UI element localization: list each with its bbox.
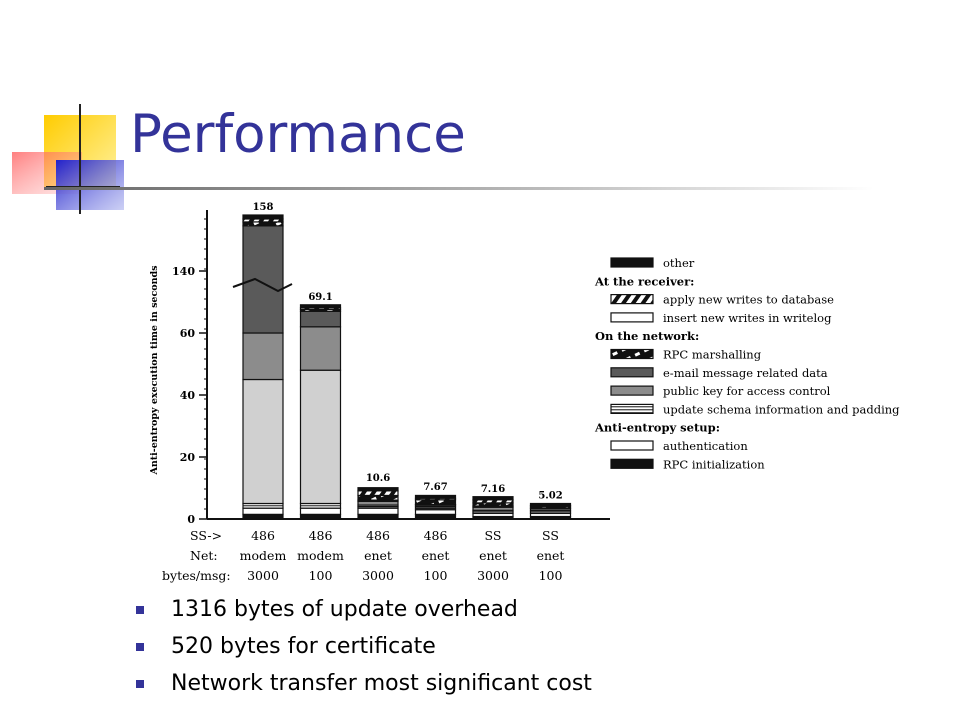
row-label-bytes: bytes/msg: — [162, 568, 231, 583]
bar-total-label: 7.16 — [481, 484, 505, 495]
bullet-list: 1316 bytes of update overhead 520 bytes … — [132, 595, 592, 706]
axis-break-mark — [232, 277, 293, 293]
legend-label: RPC initialization — [663, 457, 765, 471]
legend-label: insert new writes in writelog — [663, 311, 832, 325]
bar-segment — [299, 326, 342, 371]
bar-segment — [242, 378, 284, 505]
legend-label: update schema information and padding — [663, 402, 900, 416]
bar-segment — [299, 513, 342, 520]
category-label-net: modem — [240, 548, 287, 563]
category-label-net: enet — [364, 548, 392, 563]
bullet-text: Network transfer most significant cost — [171, 671, 592, 696]
bar-segment — [357, 494, 399, 501]
row-label-ss: SS-> — [190, 528, 222, 543]
bar-segment — [357, 507, 399, 515]
bar-total-label: 5.02 — [538, 490, 562, 501]
category-label-ss: SS — [542, 528, 559, 543]
y-tick-label: 140 — [172, 265, 195, 278]
legend-label: other — [663, 256, 695, 270]
deco-blue-square — [56, 160, 124, 210]
bar-segment — [242, 214, 284, 220]
bullet-item: Network transfer most significant cost — [132, 669, 592, 706]
bar-segment — [414, 509, 457, 515]
legend-swatch — [610, 348, 654, 360]
legend-swatch — [610, 293, 654, 305]
bar-segment — [357, 490, 399, 497]
bar-segment — [357, 513, 399, 520]
legend-header: Anti-entropy setup: — [594, 421, 720, 435]
bar-segment — [242, 507, 284, 515]
row-label-net: Net: — [190, 548, 218, 563]
legend-header: At the receiver: — [594, 274, 694, 288]
bar-segment — [414, 513, 457, 520]
bullet-square-icon — [136, 643, 144, 651]
category-label-ss: 486 — [251, 528, 275, 543]
legend-swatch — [610, 403, 654, 414]
bar-segment — [299, 502, 342, 509]
bar-total-label: 7.67 — [423, 482, 447, 493]
bar-total-label: 69.1 — [308, 292, 332, 303]
bar-segment — [414, 494, 457, 499]
category-label-ss: 486 — [424, 528, 448, 543]
title-rule — [44, 187, 874, 190]
bar-segment — [242, 502, 284, 509]
legend-swatch — [610, 458, 654, 469]
category-label-ss: SS — [485, 528, 502, 543]
bullet-item: 1316 bytes of update overhead — [132, 595, 592, 632]
category-label-net: enet — [422, 548, 450, 563]
bar-segment — [529, 502, 572, 506]
legend-label: e-mail message related data — [663, 366, 828, 380]
category-label-net: modem — [297, 548, 344, 563]
bar-segment — [299, 304, 342, 309]
slide-title: Performance — [130, 104, 466, 165]
legend-header: On the network: — [595, 329, 699, 343]
legend-swatch — [610, 440, 654, 451]
bullet-text: 1316 bytes of update overhead — [171, 597, 518, 622]
category-label-bytes: 100 — [309, 568, 333, 583]
bar-segment — [357, 487, 399, 492]
bar-segment — [242, 225, 284, 334]
bar-segment — [299, 310, 342, 328]
bullet-square-icon — [136, 680, 144, 688]
bullet-square-icon — [136, 606, 144, 614]
y-tick-label: 60 — [180, 327, 196, 340]
legend-label: RPC marshalling — [663, 348, 762, 362]
category-label-bytes: 100 — [424, 568, 448, 583]
category-label-bytes: 3000 — [247, 568, 279, 583]
category-label-ss: 486 — [309, 528, 333, 543]
bar-segment — [299, 369, 342, 505]
bar-total-label: 10.6 — [366, 473, 390, 484]
y-axis-label: Anti-entropy execution time in seconds — [149, 266, 160, 476]
category-label-bytes: 3000 — [477, 568, 509, 583]
category-label-bytes: 100 — [539, 568, 563, 583]
legend-label: public key for access control — [663, 384, 831, 398]
bar-total-label: 158 — [253, 202, 274, 213]
legend-swatch — [610, 257, 654, 268]
category-label-ss: 486 — [366, 528, 390, 543]
y-tick-label: 20 — [180, 451, 196, 464]
category-label-bytes: 3000 — [362, 568, 394, 583]
bullet-item: 520 bytes for certificate — [132, 632, 592, 669]
bar-segment — [472, 496, 514, 501]
bullet-text: 520 bytes for certificate — [171, 634, 436, 659]
legend-swatch — [610, 312, 654, 323]
y-tick-label: 40 — [180, 389, 196, 402]
legend-swatch — [610, 385, 654, 396]
bar-segment — [299, 507, 342, 515]
bar-segment — [242, 513, 284, 520]
bar-segment — [414, 499, 457, 506]
category-label-net: enet — [537, 548, 565, 563]
bar-segment — [242, 332, 284, 381]
category-label-net: enet — [479, 548, 507, 563]
legend-label: authentication — [663, 439, 748, 453]
legend-label: apply new writes to database — [663, 293, 834, 307]
title-decoration — [12, 104, 124, 214]
stacked-bar-chart: 0 20 40 60 140 Anti-entropy execution time in… — [149, 202, 900, 583]
y-tick-label: 0 — [187, 513, 195, 526]
legend-swatch — [610, 367, 654, 378]
